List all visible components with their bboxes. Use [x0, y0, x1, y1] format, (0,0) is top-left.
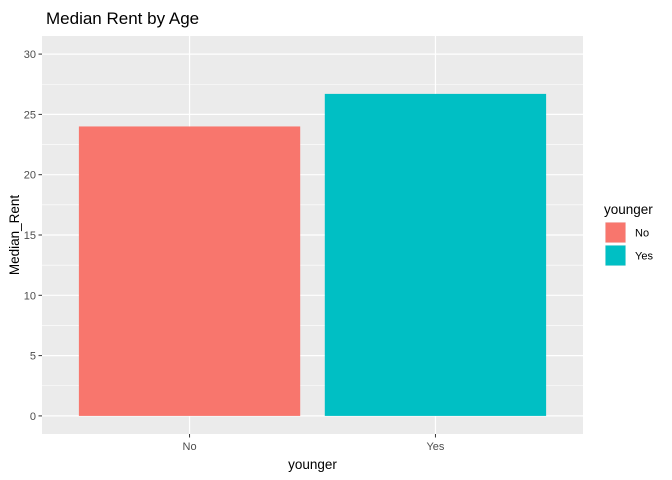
- legend-label-yes: Yes: [635, 251, 653, 263]
- legend: younger No Yes: [604, 202, 653, 266]
- chart-title: Median Rent by Age: [46, 9, 199, 28]
- y-axis-ticks: 0 5 10 15 20 25 30: [24, 49, 42, 423]
- x-tick-label: No: [183, 441, 197, 453]
- legend-title: younger: [604, 202, 653, 217]
- bars-group: [78, 93, 547, 416]
- y-tick-label: 15: [24, 230, 36, 242]
- y-tick-label: 20: [24, 170, 36, 182]
- y-tick-label: 5: [30, 351, 36, 363]
- x-axis-ticks: No Yes: [183, 434, 445, 453]
- x-axis-label: younger: [288, 457, 337, 472]
- y-tick-label: 25: [24, 109, 36, 121]
- legend-entries: No Yes: [605, 222, 653, 266]
- y-tick-label: 10: [24, 290, 36, 302]
- legend-key-yes: [605, 245, 626, 266]
- bar-no: [78, 126, 301, 416]
- bar-yes: [324, 93, 547, 416]
- x-tick-label: Yes: [426, 441, 444, 453]
- y-tick-label: 30: [24, 49, 36, 61]
- y-tick-label: 0: [30, 411, 36, 423]
- legend-key-no: [605, 222, 626, 243]
- legend-label-no: No: [635, 228, 649, 240]
- y-axis-label: Median_Rent: [7, 195, 22, 276]
